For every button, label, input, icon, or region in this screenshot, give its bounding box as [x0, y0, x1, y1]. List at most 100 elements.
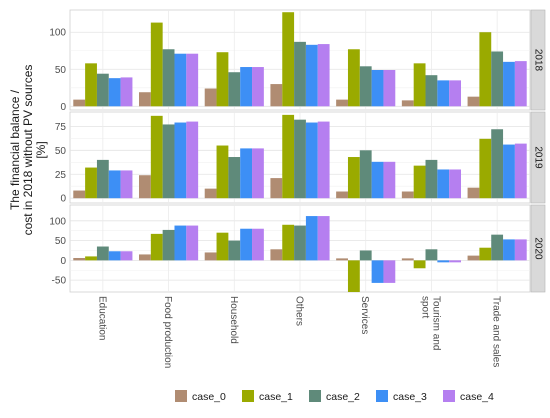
bar-case_2-tourism-and-sport [425, 75, 438, 107]
bar-case_1-trade-and-sales [479, 247, 492, 261]
bar-case_2-trade-and-sales [491, 51, 504, 107]
bar-case_2-services [359, 250, 372, 261]
bar-case_3-household [240, 228, 253, 261]
bar-case_1-education [85, 167, 97, 199]
bar-case_1-household [216, 52, 229, 107]
y-axis-title-line: cost in 2018 without PV sources [21, 65, 35, 236]
bar-case_0-services [336, 99, 348, 107]
x-category-label-line: Others [294, 296, 305, 326]
x-category-label: Services [359, 296, 370, 334]
y-axis-title-line: [%] [34, 141, 48, 158]
x-category-label-line: Food production [162, 296, 173, 368]
bar-case_2-food-production [162, 49, 175, 107]
bar-case_3-others [305, 216, 318, 261]
bar-case_0-others [270, 84, 283, 107]
bar-case_4-trade-and-sales [514, 239, 527, 261]
bar-case_0-others [270, 178, 283, 199]
bar-case_2-trade-and-sales [491, 129, 504, 199]
bar-case_2-food-production [162, 229, 175, 261]
bar-case_1-others [282, 114, 295, 199]
bar-case_2-household [228, 157, 241, 199]
bar-case_0-education [73, 99, 86, 107]
bar-case_4-food-production [186, 121, 199, 199]
bar-case_4-trade-and-sales [514, 143, 527, 199]
legend-label: case_1 [259, 391, 293, 403]
bar-case_4-tourism-and-sport [449, 80, 461, 107]
bar-case_4-services [383, 161, 396, 199]
bar-case_1-trade-and-sales [479, 32, 492, 107]
bar-case_4-tourism-and-sport [449, 169, 461, 199]
bar-case_1-services [347, 157, 360, 199]
x-category-label-line: sport [419, 296, 430, 318]
bar-case_2-services [359, 66, 372, 107]
bar-case_1-tourism-and-sport [413, 165, 426, 199]
bar-case_1-services [347, 260, 360, 292]
y-axis-title-line: The financial balance / [8, 89, 22, 210]
bar-case_0-household [204, 188, 217, 199]
bar-case_3-education [108, 251, 121, 261]
x-category-label: Education [96, 296, 107, 340]
bar-case_0-household [204, 252, 217, 261]
bar-case_2-household [228, 72, 241, 107]
legend-swatch-case_0 [175, 390, 187, 402]
legend-swatch-case_4 [443, 390, 455, 402]
bar-case_1-food-production [150, 233, 163, 261]
y-tick-label: 75 [55, 122, 67, 133]
bar-case_4-others [317, 44, 330, 107]
bar-case_1-trade-and-sales [479, 138, 492, 199]
bar-case_4-tourism-and-sport [449, 260, 461, 263]
bar-case_4-services [383, 260, 396, 283]
y-tick-label: -50 [52, 276, 67, 287]
bar-case_0-tourism-and-sport [401, 258, 414, 261]
bar-case_3-education [108, 78, 121, 107]
bar-case_3-trade-and-sales [503, 61, 515, 107]
bar-case_4-food-production [186, 225, 199, 261]
bar-case_4-others [317, 121, 330, 199]
legend-label: case_3 [393, 391, 427, 403]
y-tick-label: 50 [55, 236, 67, 247]
bar-case_4-education [120, 170, 133, 199]
x-category-label: Food production [162, 296, 173, 368]
bar-case_3-food-production [174, 225, 187, 261]
bar-case_0-food-production [139, 175, 151, 199]
bar-case_2-education [96, 246, 109, 261]
x-category-label: Trade and sales [491, 296, 502, 367]
facet-strip [530, 111, 546, 204]
bar-case_2-others [294, 41, 306, 107]
legend-label: case_0 [192, 391, 226, 403]
y-tick-label: 50 [55, 146, 67, 157]
bar-case_3-food-production [174, 122, 187, 199]
bar-case_4-household [252, 67, 264, 107]
bar-case_3-services [371, 161, 384, 199]
bar-case_2-education [96, 159, 109, 199]
legend-label: case_2 [326, 391, 360, 403]
bar-case_2-household [228, 240, 241, 261]
bar-case_4-education [120, 251, 133, 261]
bar-case_0-tourism-and-sport [401, 100, 414, 107]
bar-case_2-others [294, 119, 306, 199]
y-tick-label: 100 [49, 28, 66, 39]
bar-case_4-education [120, 77, 133, 107]
bar-case_0-tourism-and-sport [401, 191, 414, 199]
bar-case_3-services [371, 70, 384, 107]
facet-strip [530, 9, 546, 111]
bar-case_4-others [317, 216, 330, 261]
bar-case_2-services [359, 150, 372, 199]
bar-case_3-tourism-and-sport [437, 169, 450, 199]
legend-label: case_4 [460, 391, 494, 403]
x-category-label: Others [294, 296, 305, 326]
bar-case_1-services [347, 49, 360, 107]
bar-case_0-household [204, 88, 217, 107]
bar-case_3-trade-and-sales [503, 239, 515, 261]
bar-case_0-trade-and-sales [467, 96, 480, 107]
bar-case_2-others [294, 225, 306, 261]
bar-case_1-others [282, 12, 295, 107]
legend-swatch-case_1 [242, 390, 254, 402]
panel-2020: -50 0 50 100 2020 [49, 204, 546, 293]
y-tick-label: 100 [49, 216, 66, 227]
bar-case_4-trade-and-sales [514, 61, 527, 107]
bar-case_4-household [252, 228, 264, 261]
bar-case_3-household [240, 148, 253, 199]
